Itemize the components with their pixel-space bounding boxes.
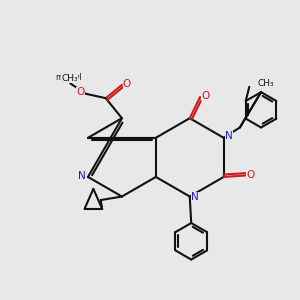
Text: N: N: [78, 171, 86, 182]
Text: CH₃: CH₃: [61, 74, 78, 83]
Text: CH₃: CH₃: [257, 80, 274, 88]
Text: O: O: [76, 87, 85, 97]
Text: O: O: [123, 79, 131, 89]
Text: O: O: [247, 170, 255, 180]
Text: methyl: methyl: [56, 73, 82, 82]
Text: N: N: [191, 192, 199, 202]
Text: O: O: [201, 91, 209, 100]
Text: N: N: [225, 131, 233, 141]
